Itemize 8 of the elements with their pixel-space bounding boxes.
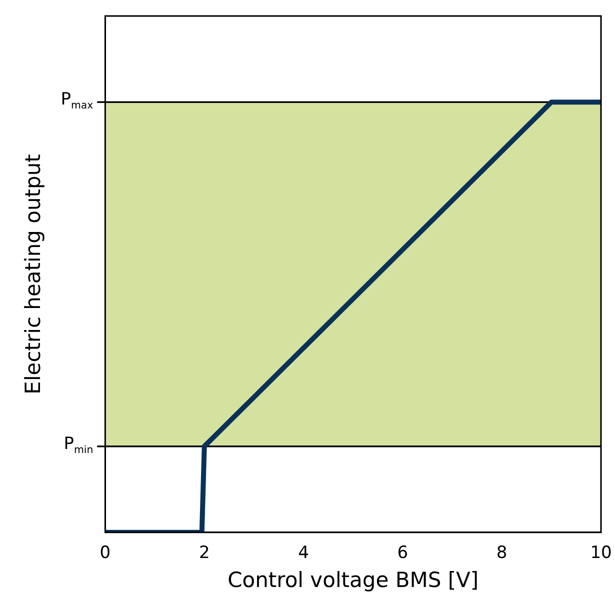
x-tick-label: 2 [198,543,210,564]
y-axis-title: Electric heating output [21,154,46,394]
x-tick-label: 8 [496,543,508,564]
x-tick-label: 0 [100,543,111,564]
x-tick-label: 4 [298,543,309,564]
x-tick-label: 10 [590,543,612,564]
x-axis-title: Control voltage BMS [V] [228,568,479,592]
x-tick-label: 6 [397,543,408,564]
